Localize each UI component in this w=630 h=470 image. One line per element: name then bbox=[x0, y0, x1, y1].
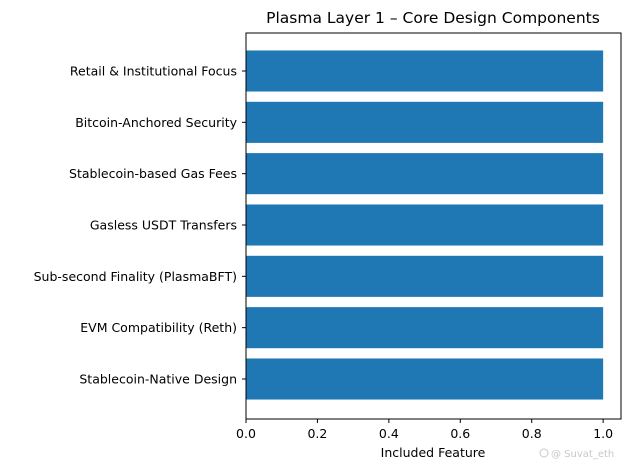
y-tick-label: Bitcoin-Anchored Security bbox=[75, 115, 237, 130]
plot-frame bbox=[245, 32, 622, 420]
x-tick-label: 0.0 bbox=[236, 426, 256, 441]
y-tick-label: EVM Compatibility (Reth) bbox=[80, 320, 237, 335]
x-tick-label: 0.2 bbox=[307, 426, 327, 441]
bar-evm-compatibility-reth bbox=[246, 307, 604, 349]
y-tick-label: Retail & Institutional Focus bbox=[70, 64, 237, 79]
bar-stablecoin-native-design bbox=[246, 358, 604, 400]
bar-retail-institutional-focus bbox=[246, 50, 604, 92]
bar-sub-second-finality-plasmabft bbox=[246, 255, 604, 297]
watermark: @ Suvat_eth bbox=[539, 448, 614, 460]
y-tick-label: Gasless USDT Transfers bbox=[90, 218, 237, 233]
x-tick-label: 0.8 bbox=[522, 426, 542, 441]
chart-title: Plasma Layer 1 – Core Design Components bbox=[266, 9, 600, 27]
x-tick-label: 0.6 bbox=[450, 426, 470, 441]
x-tick-label: 1.0 bbox=[593, 426, 613, 441]
bar-bitcoin-anchored-security bbox=[246, 101, 604, 143]
app-logo-icon bbox=[539, 448, 549, 458]
y-tick-label: Stablecoin-Native Design bbox=[79, 372, 237, 387]
y-tick-label: Sub-second Finality (PlasmaBFT) bbox=[34, 269, 237, 284]
bars-layer bbox=[246, 50, 604, 400]
watermark-text: @ Suvat_eth bbox=[551, 449, 614, 460]
x-axis-label: Included Feature bbox=[381, 445, 486, 460]
bar-gasless-usdt-transfers bbox=[246, 204, 604, 246]
x-tick-label: 0.4 bbox=[379, 426, 399, 441]
bar-stablecoin-based-gas-fees bbox=[246, 153, 604, 195]
y-tick-label: Stablecoin-based Gas Fees bbox=[69, 166, 237, 181]
x-axis-ticks: 0.0 0.2 0.4 0.6 0.8 1.0 bbox=[236, 419, 613, 441]
y-axis-ticks: Stablecoin-Native Design EVM Compatibilit… bbox=[34, 64, 246, 387]
